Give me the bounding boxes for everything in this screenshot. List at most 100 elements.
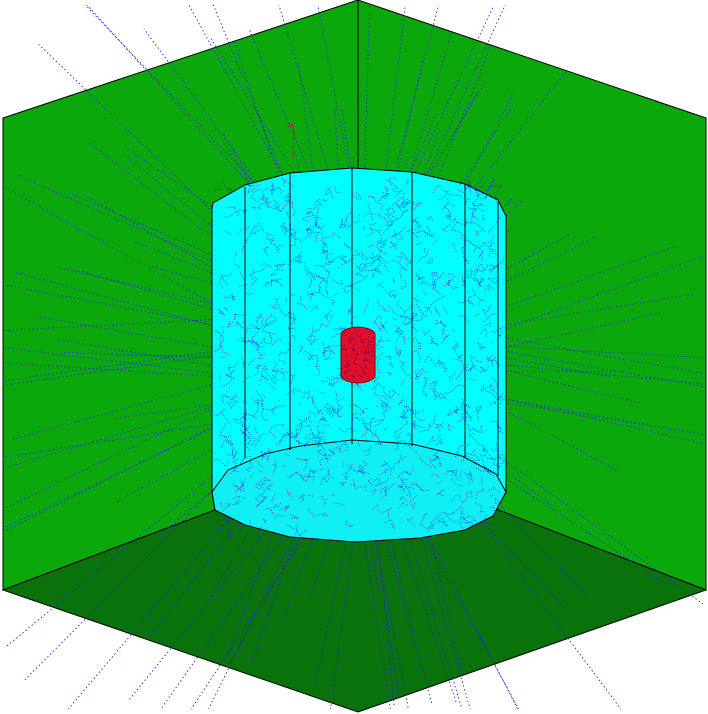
track-segment [320,239,327,246]
core-hit [350,356,353,359]
track-segment [295,528,307,539]
track-segment [288,188,291,191]
track-segment [319,469,330,486]
track-segment [391,259,403,268]
track-segment [323,402,334,411]
track-segment [406,517,416,528]
track-segment [372,477,382,487]
track-segment [280,265,283,268]
track-segment [209,439,303,599]
track-segment [285,297,287,302]
source-core[interactable] [340,326,376,384]
track-segment [254,426,258,434]
track-segment [367,255,382,265]
track-segment [305,224,313,235]
track-segment [270,190,274,197]
track-segment [344,211,352,223]
track-segment [384,177,399,190]
track-segment [377,340,389,342]
track-segment [416,303,429,317]
track-segment [479,359,482,363]
track-segment [226,527,232,535]
track-segment [225,444,234,457]
track-segment [321,380,335,387]
core-hit [349,342,351,344]
track-segment [305,434,307,440]
track-segment [262,187,268,201]
track-segment [312,440,323,448]
core-hit [360,352,363,354]
track-segment [472,201,475,204]
track-segment [297,388,314,399]
track-segment [271,463,278,467]
track-segment [482,388,498,395]
track-segment [463,514,480,526]
track-segment [453,402,464,415]
track-segment [293,315,297,321]
track-segment [477,251,484,262]
track-segment [384,489,388,497]
track-segment [443,511,456,523]
track-segment [311,397,320,413]
track-segment [300,458,308,471]
track-segment [272,183,276,191]
core-hit [365,338,368,341]
track-segment [416,229,436,235]
track-segment [369,452,395,707]
track-segment [401,321,406,326]
track-segment [218,308,225,316]
track-segment [394,231,397,238]
track-segment [482,213,486,221]
track-segment [256,476,266,485]
track-segment [442,202,451,214]
track-segment [435,394,448,401]
track-segment [416,424,427,429]
core-hit [348,340,350,343]
core-hit [343,331,346,334]
core-hit [355,331,357,334]
track-segment [322,475,335,484]
track-segment [406,229,418,238]
track-segment [459,357,464,365]
track-segment [252,269,255,275]
track-segment [492,330,497,334]
track-segment [221,434,231,439]
track-segment [327,290,336,306]
track-segment [308,292,316,300]
track-segment [334,344,351,353]
core-hit [349,368,351,370]
track-segment [479,454,487,472]
track-segment [302,229,314,242]
track-segment [388,506,393,511]
track-segment [294,524,299,537]
track-segment [315,275,328,294]
track-segment [214,330,225,347]
track-segment [256,433,269,440]
track-segment [470,269,480,276]
track-segment [285,453,290,457]
track-segment [321,198,328,202]
track-segment [488,248,499,258]
track-segment [464,290,469,294]
track-segment [455,364,464,379]
track-segment [388,362,393,368]
track-segment [4,347,241,377]
track-segment [362,203,371,218]
track-segment [481,384,485,387]
track-segment [237,212,239,217]
track-segment [297,345,303,355]
track-segment [458,189,464,193]
track-segment [290,428,298,438]
track-segment [325,375,339,381]
track-segment [322,250,333,257]
track-segment [399,495,408,503]
track-segment [247,456,251,458]
track-segment [398,501,409,508]
core-hit [369,332,372,335]
track-segment [278,304,290,317]
track-segment [355,486,365,489]
track-segment [250,189,263,202]
track-segment [488,264,496,271]
